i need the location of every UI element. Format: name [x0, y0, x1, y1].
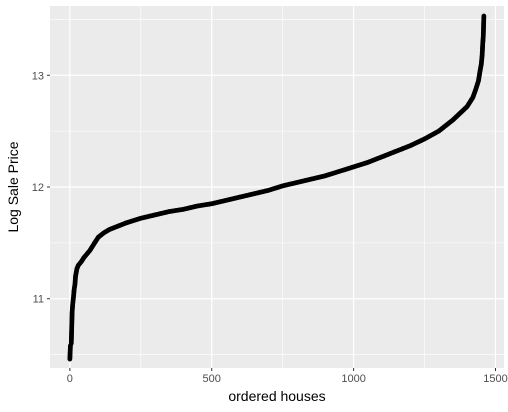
x-axis: 0 500 1000 1500	[67, 368, 508, 385]
y-tick-label: 13	[32, 70, 44, 82]
data-points	[67, 13, 487, 362]
data-point	[481, 13, 487, 19]
x-tick-label: 1500	[483, 373, 507, 385]
y-axis: 11 12 13	[32, 70, 50, 306]
y-tick-label: 12	[32, 182, 44, 194]
x-tick-label: 0	[67, 373, 73, 385]
x-axis-title: ordered houses	[228, 388, 325, 404]
x-tick-label: 500	[203, 373, 221, 385]
x-tick-label: 1000	[341, 373, 365, 385]
grid-major	[50, 6, 504, 368]
y-axis-title: Log Sale Price	[5, 141, 21, 232]
y-tick-label: 11	[33, 294, 44, 306]
